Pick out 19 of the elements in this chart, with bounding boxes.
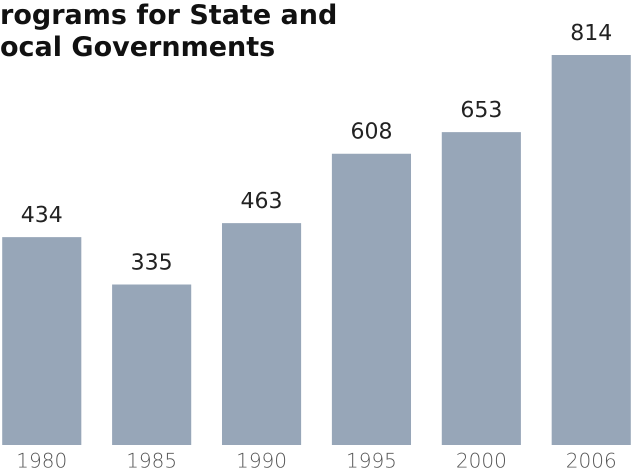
x-tick-label: 1995 <box>346 448 397 472</box>
bar <box>2 237 82 445</box>
data-label: 434 <box>20 203 63 228</box>
chart-title: rograms for State and ocal Governments <box>0 0 338 63</box>
x-tick-label: 2000 <box>456 448 507 472</box>
bar <box>112 284 192 445</box>
data-label: 608 <box>350 120 392 145</box>
x-tick-label: 1985 <box>126 448 178 472</box>
data-label: 653 <box>460 98 502 124</box>
x-tick-label: 1980 <box>16 448 68 472</box>
data-label: 463 <box>240 189 283 214</box>
x-tick-label: 2006 <box>566 448 617 472</box>
bar <box>442 132 521 445</box>
bar <box>222 223 302 445</box>
x-tick-label: 1990 <box>236 448 288 472</box>
data-label: 814 <box>570 21 612 46</box>
bar <box>332 154 412 445</box>
data-label: 335 <box>130 250 173 276</box>
bar <box>552 55 631 445</box>
